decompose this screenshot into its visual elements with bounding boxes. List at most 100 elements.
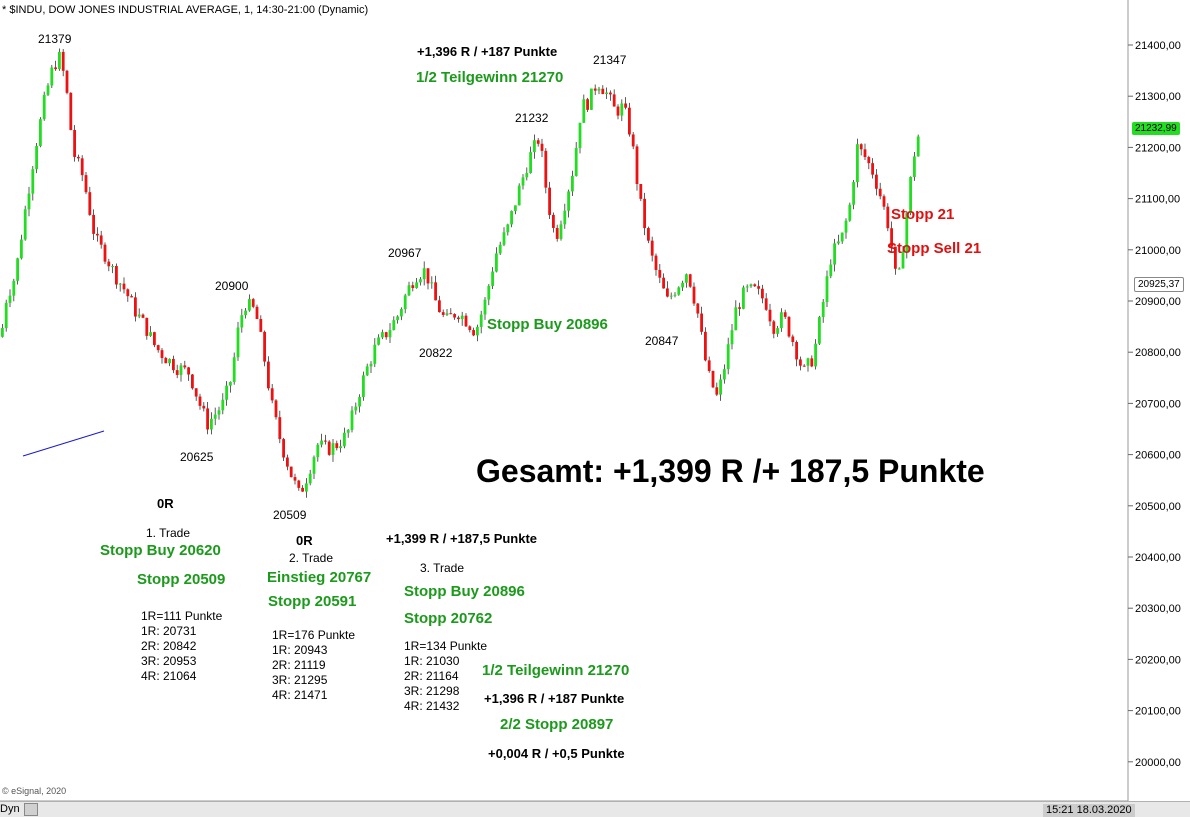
candle-up	[605, 92, 608, 95]
trade3-level-1: 1R: 21030	[404, 654, 460, 668]
candle-down	[761, 288, 764, 299]
candle-down	[894, 246, 897, 269]
candle-down	[468, 326, 472, 331]
candle-up	[571, 175, 574, 192]
candle-down	[65, 70, 69, 93]
candle-down	[84, 175, 88, 193]
y-tick-label: 20100,00	[1135, 706, 1181, 718]
y-tick-label: 20800,00	[1135, 347, 1181, 359]
candle-up	[529, 152, 532, 174]
candle-up	[331, 443, 335, 455]
trade3-level-4: 4R: 21432	[404, 699, 460, 713]
trade3-stop: Stopp 20762	[404, 610, 493, 627]
candle-up	[422, 268, 426, 280]
candle-down	[540, 143, 544, 151]
candle-down	[198, 396, 202, 406]
stopp-buy-mid-label: Stopp Buy 20896	[487, 316, 608, 333]
candle-up	[403, 295, 407, 310]
candle-down	[130, 296, 133, 298]
candle-down	[654, 255, 658, 270]
candle-up	[316, 444, 320, 458]
trade1-stop: Stopp 20509	[137, 571, 226, 588]
candle-up	[392, 320, 396, 331]
y-tick-label: 21200,00	[1135, 142, 1181, 154]
candle-up	[168, 358, 171, 364]
candle-up	[677, 287, 681, 295]
candle-up	[320, 440, 323, 445]
candle-up	[723, 369, 726, 380]
candle-down	[126, 289, 130, 297]
candle-down	[601, 88, 605, 95]
candle-down	[810, 358, 814, 367]
candle-down	[282, 439, 285, 458]
price-point-label: 21379	[38, 32, 72, 46]
candle-up	[396, 316, 399, 321]
candle-up	[806, 358, 810, 366]
y-tick-label: 20700,00	[1135, 398, 1181, 410]
candle-up	[46, 85, 50, 95]
candle-down	[286, 457, 289, 467]
y-tick-label: 20900,00	[1135, 296, 1181, 308]
candle-down	[890, 228, 893, 247]
y-tick-label: 21000,00	[1135, 245, 1181, 257]
trade3-partial-result: +1,396 R / +187 Punkte	[484, 691, 625, 706]
candle-up	[42, 94, 46, 120]
candle-up	[590, 88, 593, 110]
candle-down	[555, 227, 559, 239]
candle-down	[863, 149, 867, 158]
candle-down	[700, 313, 703, 332]
status-bar	[0, 801, 1190, 817]
candle-down	[103, 244, 107, 262]
candle-down	[411, 285, 415, 289]
candle-up	[521, 177, 525, 186]
stopp-sell-label: Stopp Sell 21	[887, 240, 982, 257]
candle-up	[574, 147, 578, 176]
trade2-level-4: 4R: 21471	[272, 688, 328, 702]
candle-up	[525, 173, 529, 178]
candle-up	[213, 414, 217, 419]
stopp-21-label: Stopp 21	[891, 206, 955, 223]
candle-up	[445, 313, 449, 315]
candle-up	[749, 284, 753, 287]
candle-up	[563, 210, 567, 225]
candle-down	[609, 92, 612, 95]
candle-up	[514, 205, 517, 212]
candle-down	[301, 487, 304, 492]
candle-down	[628, 107, 631, 135]
candle-down	[643, 198, 646, 229]
candle-down	[688, 274, 692, 287]
candle-down	[886, 206, 890, 229]
candle-down	[434, 282, 437, 301]
candle-down	[753, 284, 757, 287]
trade1-entry: Stopp Buy 20620	[100, 542, 221, 559]
candle-up	[479, 314, 483, 327]
trade2-zero: 0R	[296, 533, 313, 548]
candle-up	[487, 285, 491, 300]
candle-down	[867, 157, 871, 164]
candle-down	[73, 129, 76, 157]
candle-down	[327, 441, 331, 455]
price-point-label: 21347	[593, 53, 627, 67]
candle-down	[472, 330, 475, 336]
y-tick-label: 21100,00	[1135, 194, 1180, 206]
candle-up	[217, 410, 221, 415]
trade3-title: 3. Trade	[420, 561, 465, 575]
candle-up	[4, 302, 8, 329]
candle-down	[183, 365, 187, 368]
mode-toggle-icon[interactable]	[24, 803, 38, 816]
candle-up	[244, 310, 247, 316]
candle-down	[175, 370, 179, 375]
mode-label[interactable]: Dyn	[0, 803, 20, 815]
trade3-level-0: 1R=134 Punkte	[404, 639, 488, 653]
candle-down	[99, 235, 103, 245]
top-result-label: +1,396 R / +187 Punkte	[417, 44, 558, 59]
candle-down	[593, 88, 597, 91]
candle-down	[289, 466, 293, 478]
price-point-label: 21232	[515, 111, 549, 125]
datetime-label: 15:21 18.03.2020	[1043, 804, 1135, 817]
candle-up	[362, 375, 365, 398]
candle-up	[308, 473, 312, 484]
candle-up	[240, 315, 244, 328]
candle-down	[696, 303, 700, 314]
candle-down	[882, 196, 886, 207]
